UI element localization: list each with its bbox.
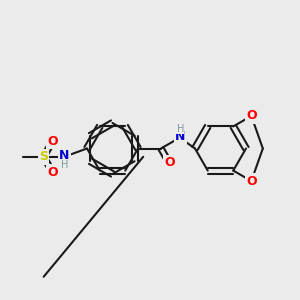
Text: N: N	[175, 130, 185, 143]
Text: O: O	[47, 166, 58, 179]
Text: N: N	[59, 149, 69, 162]
Text: S: S	[39, 150, 48, 163]
Text: H: H	[61, 160, 68, 170]
Text: O: O	[246, 175, 257, 188]
Text: H: H	[177, 124, 184, 134]
Text: O: O	[246, 110, 257, 122]
Text: O: O	[164, 156, 175, 170]
Text: O: O	[47, 135, 58, 148]
